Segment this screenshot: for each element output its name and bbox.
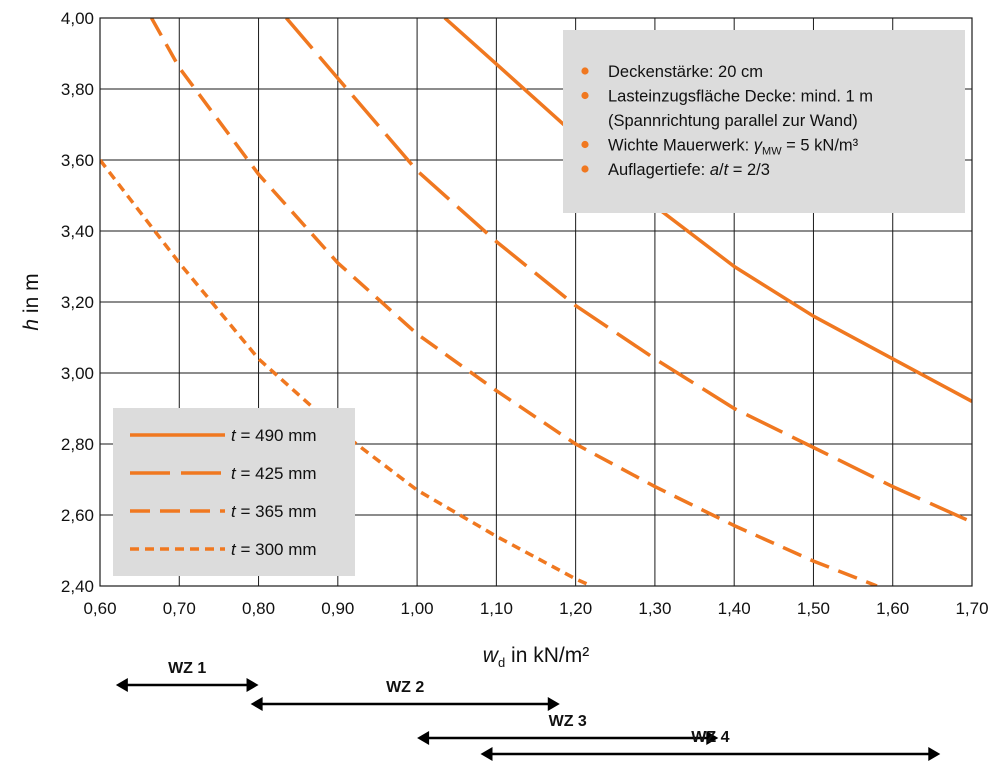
x-axis-title: wd in kN/m²	[483, 644, 589, 670]
y-tick-label: 3,00	[61, 364, 94, 383]
series-line-2	[149, 18, 878, 586]
bullet-icon	[581, 67, 589, 75]
x-tick-label: 1,30	[638, 599, 671, 618]
series-line-3	[100, 158, 593, 586]
y-tick-label: 4,00	[61, 9, 94, 28]
zone-label: WZ 3	[549, 713, 587, 730]
plot-frame	[99, 17, 973, 587]
y-tick-label: 3,80	[61, 80, 94, 99]
arrow-right-icon	[706, 731, 719, 745]
info-box-background	[563, 30, 965, 213]
info-line: Deckenstärke: 20 cm	[608, 63, 763, 81]
y-tick-label: 2,80	[61, 435, 94, 454]
x-tick-label: 0,70	[163, 599, 196, 618]
x-tick-label: 0,90	[321, 599, 354, 618]
info-line: Auflagertiefe: a/t = 2/3	[608, 161, 770, 179]
curves	[100, 18, 972, 586]
legend-label-0: t = 490 mm	[231, 426, 317, 445]
arrow-left-icon	[480, 747, 493, 761]
legend-label-1: t = 425 mm	[231, 464, 317, 483]
x-tick-label: 0,80	[242, 599, 275, 618]
arrow-right-icon	[928, 747, 941, 761]
legend-label-2: t = 365 mm	[231, 502, 317, 521]
wind-zones: WZ 1 WZ 2 WZ 3 WZ 4	[115, 660, 941, 761]
info-line: (Spannrichtung parallel zur Wand)	[608, 112, 858, 130]
info-box: Deckenstärke: 20 cm Lasteinzugsfläche Dec…	[563, 30, 965, 213]
x-tick-label: 0,60	[83, 599, 116, 618]
bullet-icon	[581, 165, 589, 173]
x-tick-label: 1,50	[797, 599, 830, 618]
x-tick-label: 1,10	[480, 599, 513, 618]
legend-label-3: t = 300 mm	[231, 540, 317, 559]
bullet-icon	[581, 140, 589, 149]
zone-label: WZ 1	[168, 660, 206, 677]
series-line-0	[443, 18, 972, 403]
y-tick-labels: 2,40 2,60 2,80 3,00 3,20 3,40 3,60 3,80 4,00	[61, 9, 94, 596]
y-tick-label: 2,60	[61, 506, 94, 525]
y-tick-label: 3,20	[61, 293, 94, 312]
y-axis-title: h in m	[20, 273, 43, 330]
arrow-left-icon	[250, 697, 263, 711]
arrow-right-icon	[547, 697, 560, 711]
legend: t = 490 mm t = 425 mm t = 365 mm t = 300 mm	[113, 408, 355, 576]
info-line: Wichte Mauerwerk: γMW = 5 kN/m³	[608, 137, 859, 158]
axis-titles: wd in kN/m² h in m	[20, 273, 589, 670]
zone-label: WZ 2	[386, 679, 424, 696]
bullet-icon	[581, 91, 589, 100]
series-line-1	[284, 18, 972, 524]
y-tick-label: 3,60	[61, 151, 94, 170]
y-tick-label: 2,40	[61, 577, 94, 596]
arrow-left-icon	[115, 678, 128, 692]
info-line: Lasteinzugsfläche Decke: mind. 1 m	[608, 88, 873, 106]
x-tick-label: 1,20	[559, 599, 592, 618]
arrow-left-icon	[417, 731, 430, 745]
arrow-right-icon	[246, 678, 259, 692]
x-tick-label: 1,60	[876, 599, 909, 618]
x-tick-labels: 0,60 0,70 0,80 0,90 1,00 1,10 1,20 1,30 1,40 1,50…	[83, 599, 988, 618]
y-tick-label: 3,40	[61, 222, 94, 241]
x-tick-label: 1,40	[718, 599, 751, 618]
x-tick-label: 1,70	[955, 599, 988, 618]
x-tick-label: 1,00	[401, 599, 434, 618]
zone-label: WZ 4	[691, 729, 729, 746]
